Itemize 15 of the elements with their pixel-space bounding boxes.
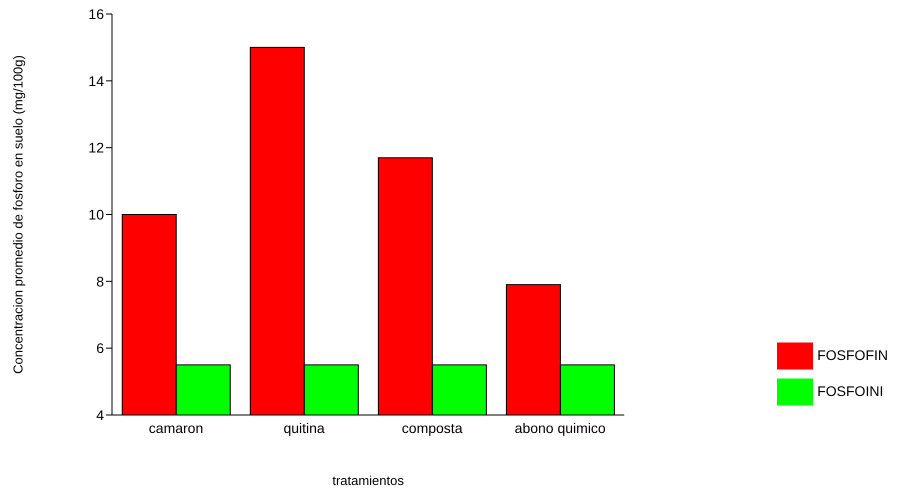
y-tick-label: 8 <box>96 273 104 290</box>
y-tick-label: 14 <box>88 72 104 89</box>
y-axis-title: Concentracion promedio de fosforo en suelo (mg/100g) <box>10 55 26 374</box>
y-tick-label: 4 <box>96 406 104 423</box>
y-tick-label: 10 <box>88 206 104 222</box>
x-axis-title: tratamientos <box>332 473 404 488</box>
y-tick-label: 16 <box>88 6 104 22</box>
x-tick-label: quitina <box>283 420 325 436</box>
y-tick-label: 12 <box>88 140 104 156</box>
x-tick-label: camaron <box>148 420 204 436</box>
x-tick-label: composta <box>402 420 463 436</box>
legend-label: FOSFOINI <box>817 383 884 400</box>
legend-label: FOSFOFIN <box>817 347 888 364</box>
y-tick-label: 6 <box>96 340 104 356</box>
x-tick-label: abono quimico <box>514 420 606 436</box>
